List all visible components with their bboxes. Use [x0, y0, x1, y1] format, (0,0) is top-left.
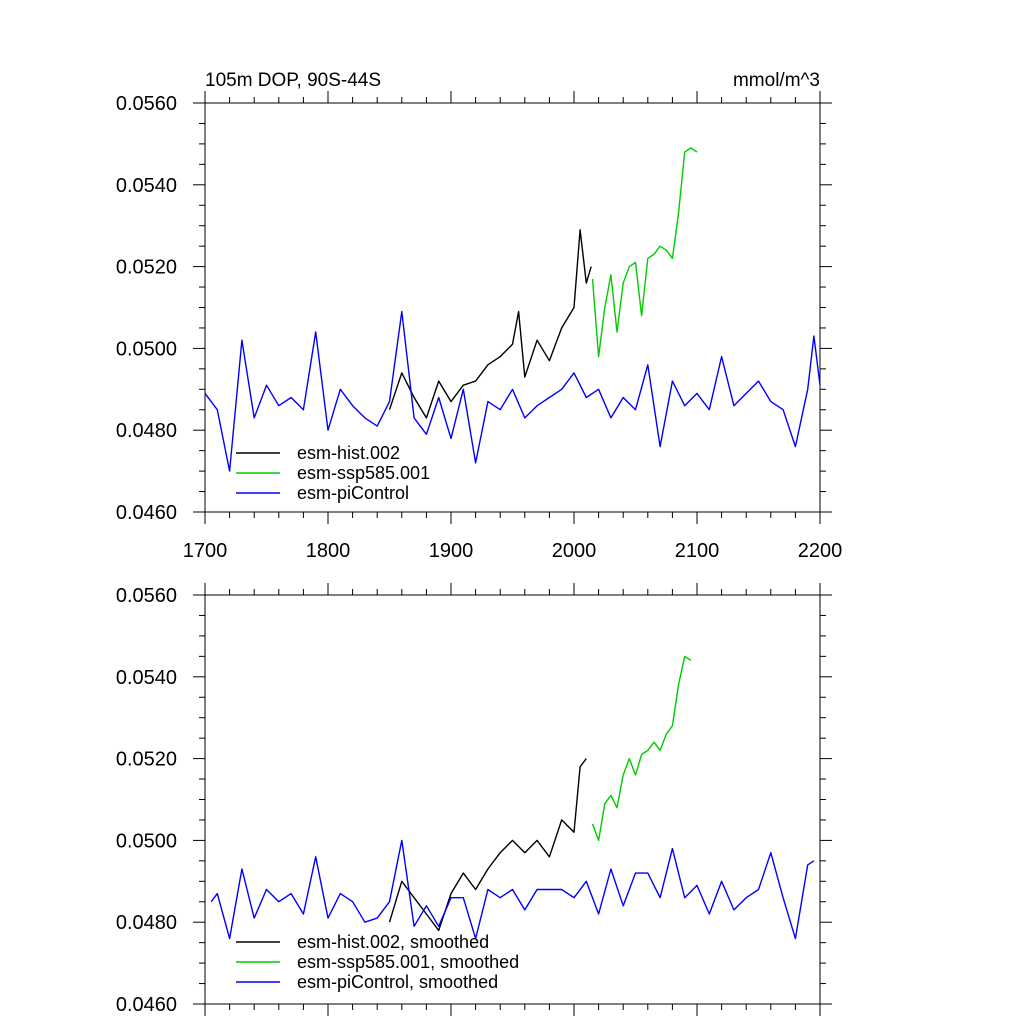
series-line-2: [210, 839, 815, 940]
series-line-0: [388, 758, 587, 932]
y-tick-label: 0.0460: [116, 994, 177, 1016]
top-panel: 105m DOP, 90S-44S mmol/m^3 0.0460 0.0480 0…: [116, 70, 842, 562]
x-tick-label: 2100: [675, 540, 720, 562]
y-tick-label: 0.0560: [116, 585, 177, 607]
series-line-2: [204, 310, 821, 472]
legend-label: esm-ssp585.001, smoothed: [297, 952, 519, 972]
x-tick-label: 1900: [429, 540, 474, 562]
x-tick-label: 2200: [798, 540, 843, 562]
y-tick-label: 0.0540: [116, 175, 177, 197]
y-tick-label: 0.0540: [116, 667, 177, 689]
x-tick-label: 1700: [183, 540, 228, 562]
top-panel-units: mmol/m^3: [733, 70, 820, 91]
y-tick-label: 0.0500: [116, 338, 177, 360]
top-panel-title: 105m DOP, 90S-44S: [205, 70, 381, 91]
legend-label: esm-hist.002, smoothed: [297, 932, 489, 952]
legend-label: esm-piControl, smoothed: [297, 972, 498, 992]
x-tick-label: 1800: [306, 540, 351, 562]
y-tick-label: 0.0480: [116, 912, 177, 934]
y-tick-label: 0.0500: [116, 830, 177, 852]
legend-label: esm-piControl: [297, 483, 409, 503]
y-tick-label: 0.0520: [116, 257, 177, 279]
y-tick-label: 0.0480: [116, 420, 177, 442]
bottom-panel: 0.0460 0.0480 0.0500 0.0520 0.0540 0.0560 esm-…: [116, 583, 832, 1016]
y-tick-label: 0.0560: [116, 93, 177, 115]
series-line-1: [591, 147, 698, 358]
x-tick-label: 2000: [552, 540, 597, 562]
series-line-0: [388, 229, 592, 419]
y-tick-label: 0.0460: [116, 502, 177, 524]
legend-label: esm-hist.002: [297, 443, 400, 463]
series-line-1: [591, 655, 692, 842]
y-tick-label: 0.0520: [116, 749, 177, 771]
legend-label: esm-ssp585.001: [297, 463, 430, 483]
